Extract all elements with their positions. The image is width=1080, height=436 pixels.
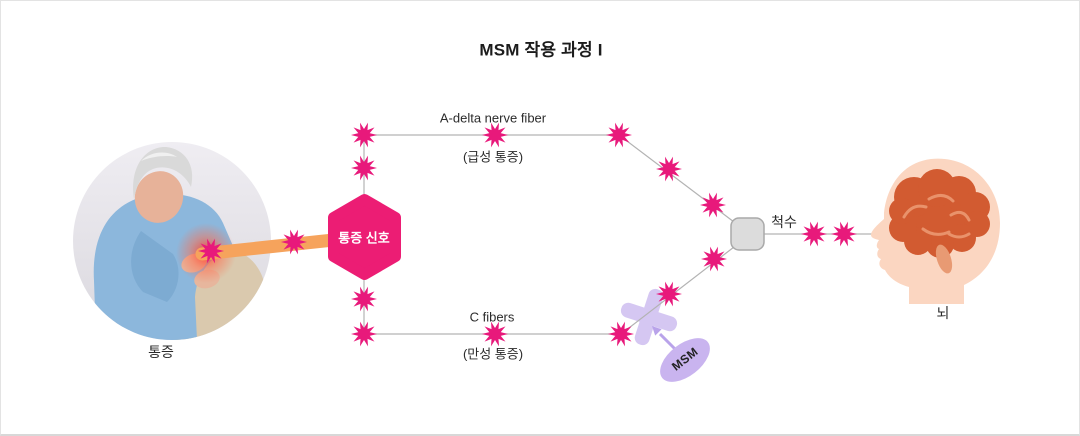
msm-arrow-icon bbox=[652, 326, 679, 353]
spinal-cord-label: 척수 bbox=[771, 214, 797, 230]
pain-burst-icon bbox=[606, 122, 632, 148]
pain-burst-icon bbox=[801, 221, 827, 247]
msm-capsule bbox=[660, 338, 710, 382]
nerve-lines bbox=[363, 134, 875, 335]
pain-photo-label: 통증 bbox=[148, 344, 174, 360]
brain-stem bbox=[935, 244, 953, 274]
chronic-pain-label: (만성 통증) bbox=[462, 346, 524, 362]
a-delta-fiber-label: A-delta nerve fiber bbox=[439, 110, 547, 126]
pain-burst-icon bbox=[831, 221, 857, 247]
pain-burst-icon bbox=[656, 156, 682, 182]
c-fibers-label: C fibers bbox=[469, 309, 515, 325]
pain-burst-icon bbox=[701, 246, 727, 272]
brain-grooves bbox=[902, 194, 971, 239]
pain-signal-hexagon bbox=[328, 194, 401, 280]
brain-label: 뇌 bbox=[936, 305, 950, 321]
spinal-cord-node bbox=[730, 217, 765, 251]
pain-burst-icon bbox=[608, 321, 634, 347]
brain-illustration bbox=[871, 158, 1000, 304]
pain-burst-icon bbox=[482, 122, 508, 148]
pain-signal-label: 통증 신호 bbox=[338, 230, 390, 246]
pain-photo bbox=[73, 142, 271, 340]
acute-pain-label: (급성 통증) bbox=[462, 149, 524, 165]
pain-beam bbox=[195, 232, 350, 261]
page-title: MSM 작용 과정 I bbox=[479, 40, 603, 60]
msm-block-x-icon bbox=[620, 288, 678, 346]
